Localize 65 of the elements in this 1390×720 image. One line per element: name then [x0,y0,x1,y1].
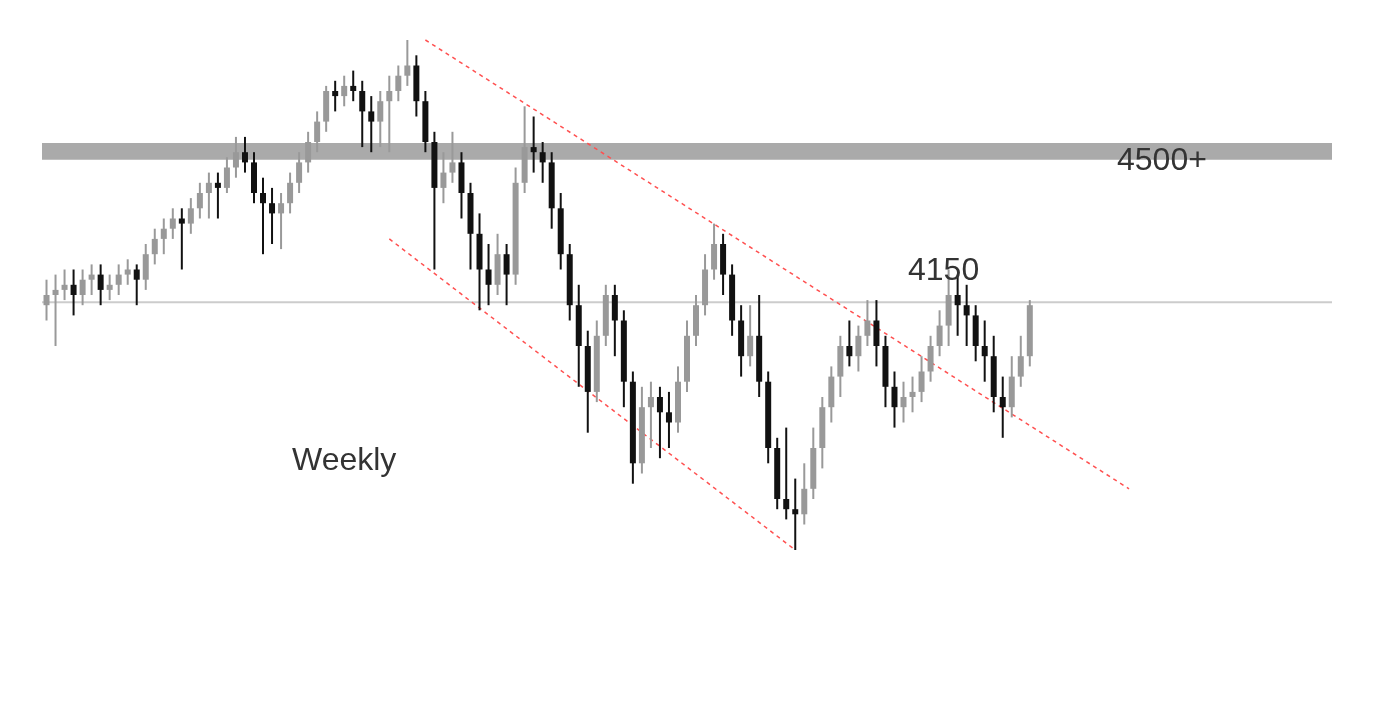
candlestick [178,207,185,271]
annotation: Weekly [292,441,397,477]
candlestick [918,355,925,404]
candlestick [530,115,537,174]
annotation: 4150 [908,251,980,287]
candlestick [792,477,799,551]
candlestick [151,227,158,266]
candlestick [124,258,131,286]
candlestick [61,268,68,302]
candlestick [936,309,943,358]
candlestick [665,390,672,449]
candlestick [70,268,77,317]
candlestick [169,207,176,240]
candlestick [260,176,267,256]
candlestick [79,268,86,307]
candlestick [386,74,393,154]
candlestick [783,426,790,521]
candlestick [52,273,59,347]
candlestick [106,273,113,302]
candlestick [341,74,348,108]
candlestick [368,95,375,154]
candlestick [656,385,663,460]
candlestick [981,319,988,383]
candlestick [440,151,447,205]
candlestick [187,197,194,235]
candlestick [846,319,853,368]
candlestick [359,79,366,149]
candlestick [900,380,907,424]
candlestick [287,171,294,215]
candlestick [314,110,321,154]
candlestick [196,181,203,220]
candlestick [377,90,384,149]
candlestick [647,380,654,449]
candlestick [485,243,492,307]
candlestick [395,64,402,103]
candlestick [305,130,312,174]
candlestick [350,69,357,103]
candlestick [503,243,510,307]
candlestick [232,135,239,179]
candlestick [133,263,140,307]
candlestick [449,130,456,184]
band-label: 4500+ [1117,140,1207,177]
candlestick [963,283,970,347]
candlestick [115,263,122,296]
candlestick [539,141,546,184]
candlestick [43,278,50,322]
candlestick [205,171,212,220]
candlestick [97,263,104,307]
candlestick [855,324,862,373]
candlestick [88,263,95,296]
candlestick [747,304,754,368]
candlestick [214,171,221,220]
candlestick [160,217,167,256]
candlestick [269,186,276,245]
candlestick [404,39,411,87]
candlestick [223,156,230,194]
candlestick [241,135,248,174]
candlestick [296,151,303,194]
candlestick [332,79,339,113]
candlestick [999,375,1006,439]
candlestick [278,192,285,251]
candlestick [891,370,898,429]
candlestick [909,375,916,414]
candlestick [1017,334,1024,388]
candlestick [864,299,871,347]
